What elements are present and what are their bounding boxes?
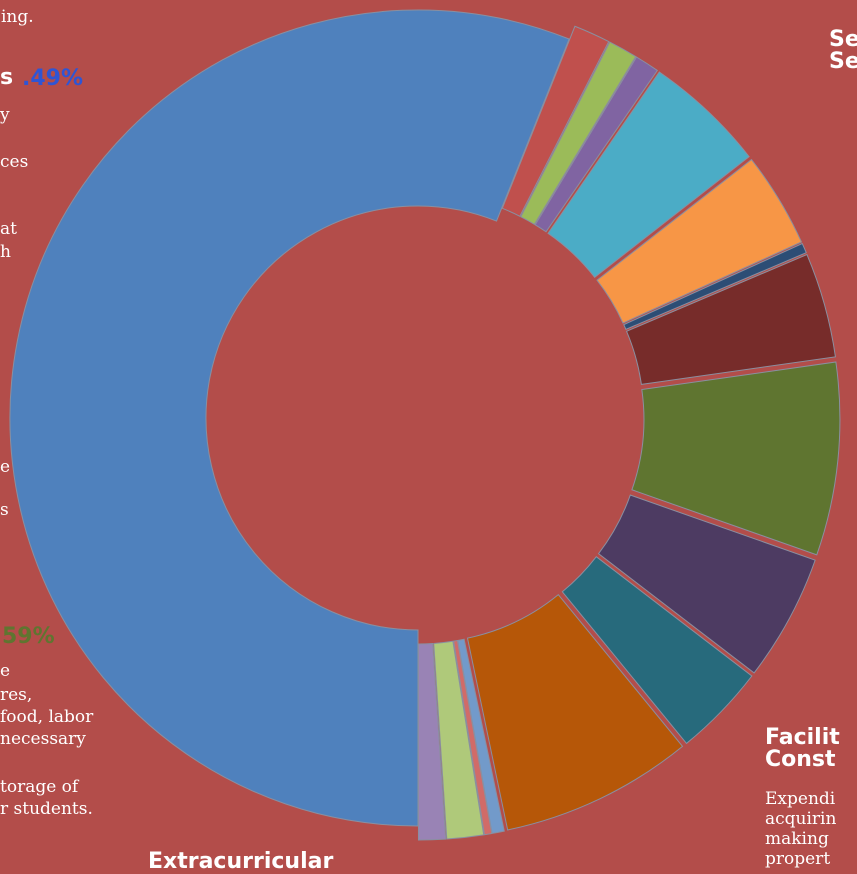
lower-body2-line-2: r students. (0, 799, 93, 819)
lower-body2-line-1: torage of (0, 777, 79, 797)
left-mid-line-2: s (0, 500, 9, 520)
donut-slice-12[interactable] (466, 593, 684, 831)
donut-slice-15[interactable] (433, 640, 485, 840)
lower-percent: 59% (2, 624, 55, 649)
right-top-heading-line-1: Se (829, 27, 857, 52)
facilities-body-line-2: acquirin (765, 809, 837, 829)
facilities-body-line-4: propert (765, 849, 831, 869)
top-text: ing. (1, 7, 34, 27)
donut-slice-5[interactable] (547, 71, 750, 278)
left-body-line-1: y (0, 105, 10, 125)
facilities-body-line-3: making (765, 829, 829, 849)
left-body-line-4: h (0, 242, 11, 262)
donut-slice-9[interactable] (631, 361, 841, 556)
donut-slice-11[interactable] (561, 556, 753, 745)
donut-slice-4[interactable] (534, 56, 659, 233)
bottom-heading: Extracurricular (148, 849, 334, 874)
right-top-heading-line-2: Se (829, 49, 857, 74)
donut-slice-8[interactable] (625, 253, 836, 385)
lower-body-line-4: necessary (0, 729, 86, 749)
donut-slice-10[interactable] (597, 494, 816, 674)
donut-slice-3[interactable] (520, 41, 637, 225)
donut-slice-16[interactable] (417, 642, 447, 841)
left-body-line-2: ces (0, 152, 29, 172)
facilities-body-line-1: Expendi (765, 789, 836, 809)
left-mid-line-1: e (0, 457, 11, 477)
donut-slice-14[interactable] (453, 639, 493, 836)
donut-slice-2[interactable] (501, 25, 610, 217)
donut-slice-6[interactable] (596, 158, 803, 324)
donut-slice-7[interactable] (623, 242, 807, 331)
facilities-heading-line-1: Facilit (765, 725, 840, 750)
facilities-heading-line-2: Const (765, 747, 836, 772)
left-percent: .49% (22, 66, 84, 91)
lower-body-line-3: food, labor (0, 707, 94, 727)
lower-body-line-1: e (0, 661, 11, 681)
left-heading: s (0, 65, 14, 90)
donut-slice-1[interactable] (9, 9, 570, 827)
lower-body-line-2: res, (0, 685, 33, 705)
left-body-line-3: at (0, 219, 17, 239)
